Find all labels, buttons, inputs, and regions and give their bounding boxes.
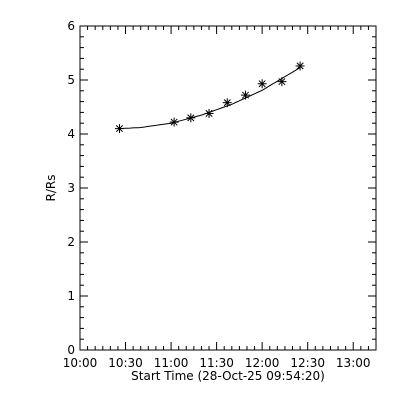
x-axis-label: Start Time (28-Oct-25 09:54:20) (131, 369, 325, 383)
axes: 10:00 10:30 11:00 11:30 12:00 12:30 13:00 0 1 2 3 4… (63, 19, 377, 370)
data-point (240, 90, 250, 100)
x-tick-label: 12:30 (290, 356, 325, 370)
y-axis-label: R/Rs (44, 175, 58, 202)
y-tick-label: 0 (67, 343, 75, 357)
data-point (169, 117, 179, 127)
x-tick-label: 12:00 (245, 356, 280, 370)
data-point (277, 77, 287, 87)
data-point (295, 61, 305, 71)
y-tick-label: 1 (67, 289, 75, 303)
data-point (204, 108, 214, 118)
data-points (114, 61, 305, 134)
data-point (222, 98, 232, 108)
x-tick-label: 11:00 (154, 356, 189, 370)
y-tick-label: 3 (67, 181, 75, 195)
data-point (114, 124, 124, 134)
x-tick-label: 13:00 (336, 356, 371, 370)
data-point (186, 113, 196, 123)
fit-curve (119, 67, 301, 130)
y-tick-label: 2 (67, 235, 75, 249)
y-tick-label: 4 (67, 127, 75, 141)
x-tick-label: 11:30 (199, 356, 234, 370)
x-tick-label: 10:00 (63, 356, 98, 370)
data-point (257, 79, 267, 89)
y-tick-label: 6 (67, 19, 75, 33)
y-tick-label: 5 (67, 73, 75, 87)
x-tick-label: 10:30 (108, 356, 143, 370)
